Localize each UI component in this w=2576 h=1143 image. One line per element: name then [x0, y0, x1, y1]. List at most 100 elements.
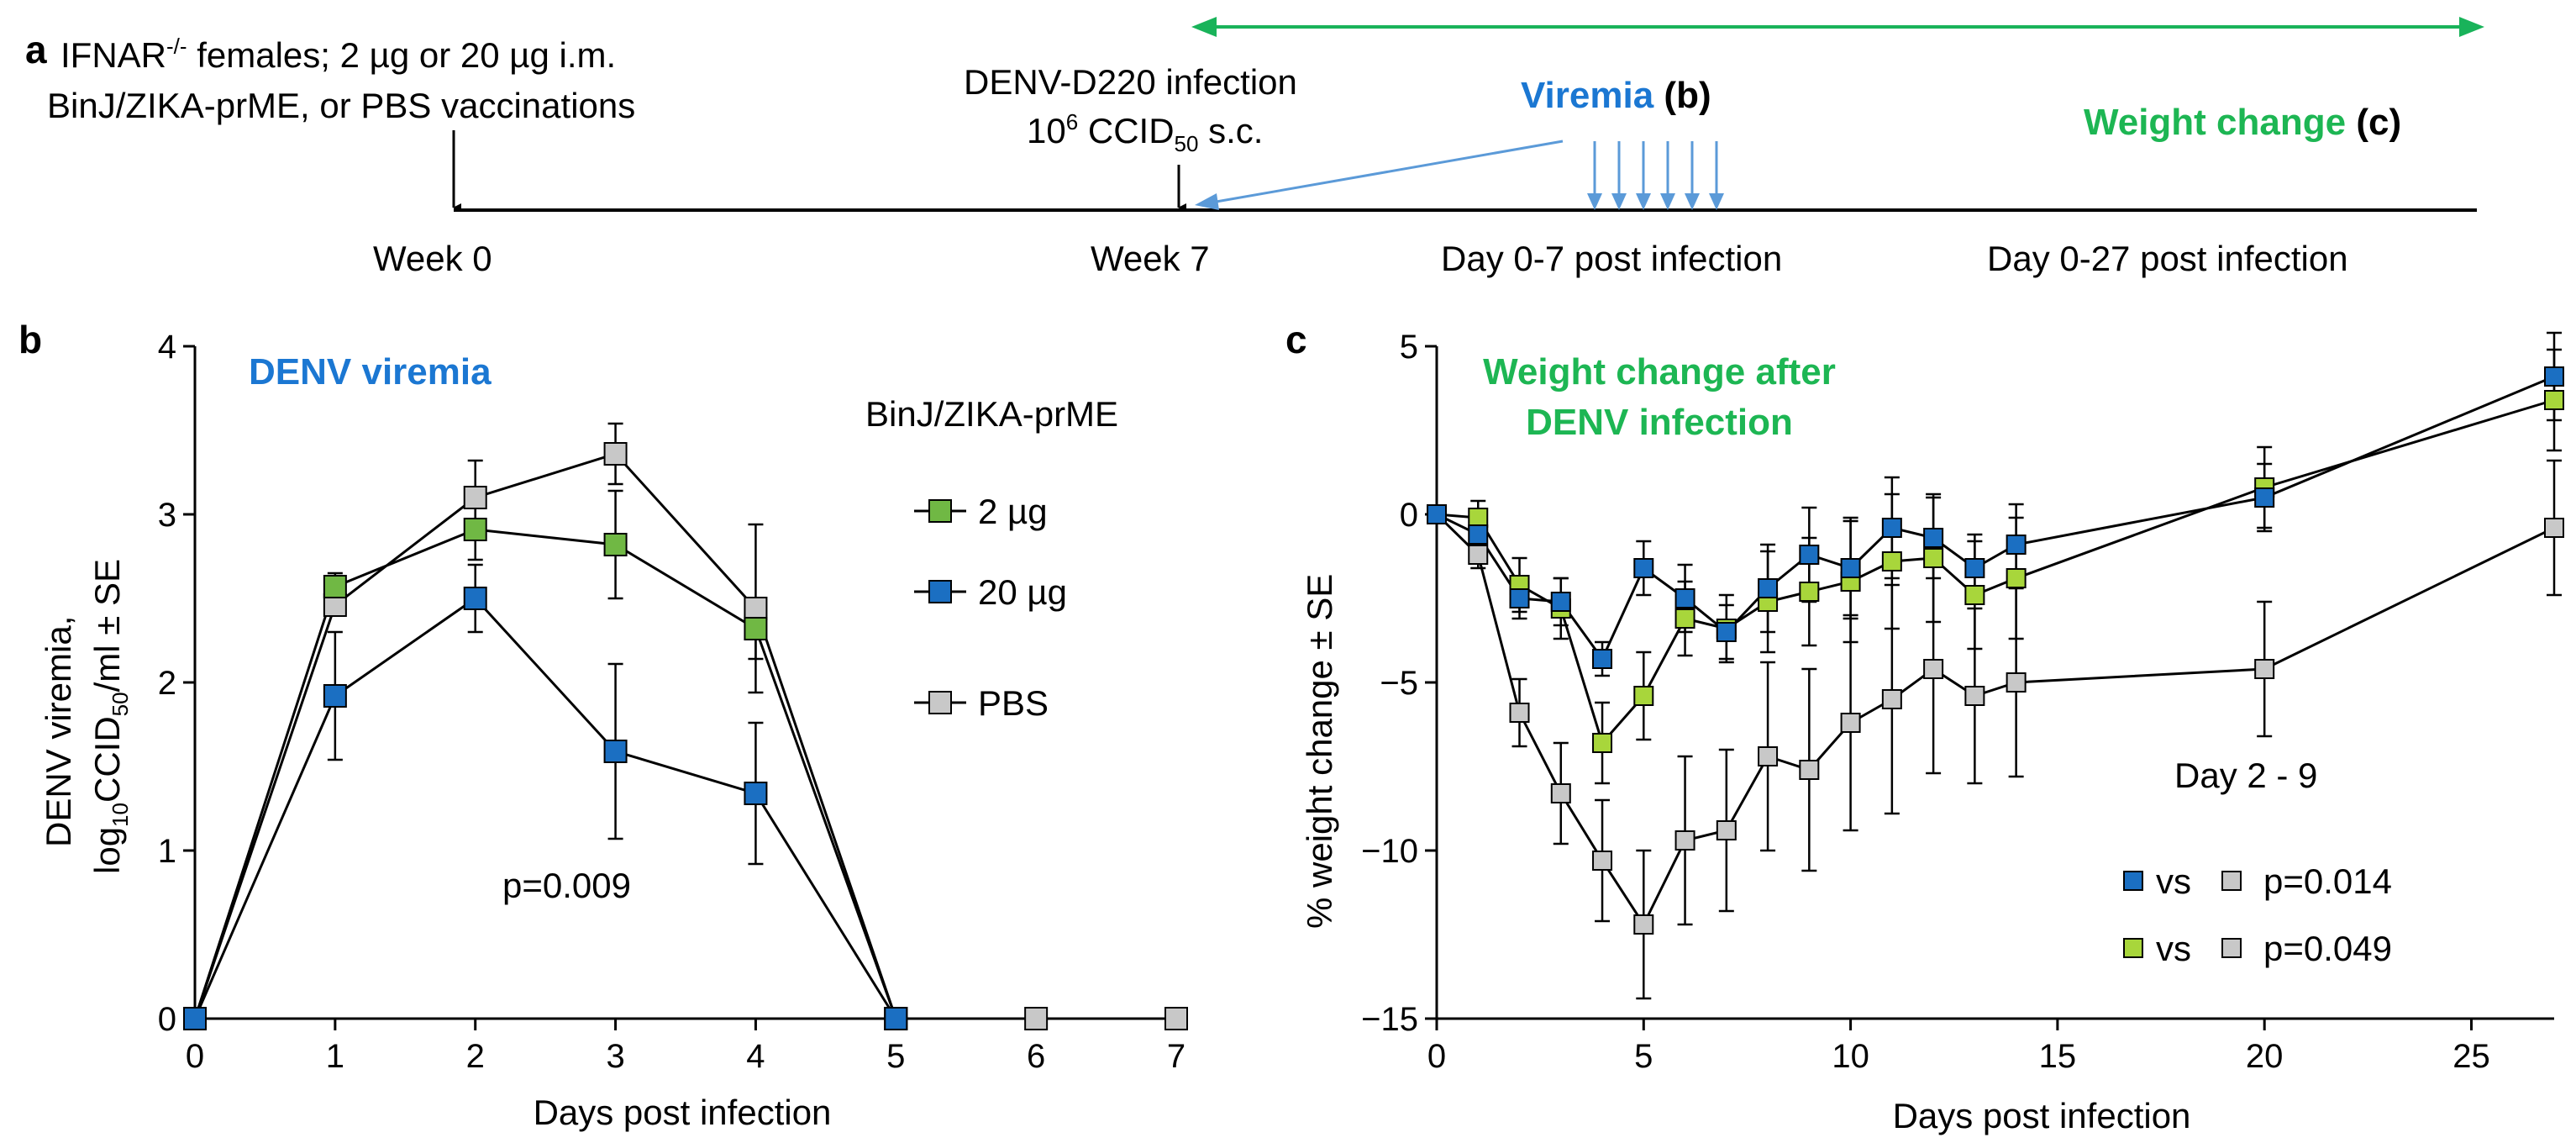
- viremia-label: Viremia: [1521, 75, 1654, 116]
- data-point: [323, 684, 347, 708]
- weight-chart: c Weight change after DENV infection % w…: [1285, 318, 2564, 1135]
- data-point: [1024, 1007, 1049, 1030]
- panel-letter-a: a: [25, 28, 47, 71]
- data-point: [1840, 558, 1861, 578]
- series-line: [193, 597, 897, 1019]
- data-point: [183, 1007, 207, 1030]
- data-point: [2254, 487, 2275, 508]
- data-point: [1923, 528, 1944, 548]
- x-tick-label: 0: [186, 1038, 204, 1075]
- ylabel-sub10: 10: [108, 803, 133, 827]
- viremia-day-arrow-head: [1660, 193, 1675, 210]
- series-line: [193, 452, 1176, 1020]
- data-point: [1468, 508, 1489, 528]
- infection-sc: s.c.: [1198, 111, 1263, 150]
- data-point: [1923, 548, 1944, 568]
- data-point: [2006, 672, 2027, 693]
- data-point: [1881, 551, 1902, 572]
- infection-sub: 50: [1175, 131, 1199, 156]
- x-tick-label: 20: [2246, 1038, 2284, 1075]
- weight-xlabel: Days post infection: [1893, 1096, 2191, 1135]
- viremia-day-arrow-head: [1587, 193, 1602, 210]
- data-point: [1550, 592, 1571, 612]
- panel-letter-b: b: [18, 318, 42, 361]
- x-tick-label: 6: [1027, 1038, 1045, 1075]
- viremia-legend: 2 µg 20 µg PBS: [914, 492, 1067, 723]
- x-tick-label: 0: [1427, 1038, 1446, 1075]
- data-point: [1964, 585, 1985, 605]
- weight-legend: vs p=0.014 vs p=0.049: [2123, 861, 2392, 968]
- data-point: [463, 518, 487, 541]
- x-tick-label: 15: [2039, 1038, 2077, 1075]
- viremia-day-arrow-head: [1685, 193, 1700, 210]
- x-tick-label: 3: [606, 1038, 624, 1075]
- weight-heading: Weight change (c): [2084, 102, 2401, 143]
- data-point: [744, 597, 768, 620]
- data-point: [1468, 545, 1489, 565]
- label-week7: Week 7: [1091, 239, 1210, 278]
- vaccination-rest: females; 2 µg or 20 µg i.m.: [187, 35, 617, 75]
- data-point: [744, 782, 768, 805]
- legend-swatch: [2123, 938, 2143, 958]
- data-point: [1881, 689, 1902, 709]
- data-point: [1758, 578, 1779, 598]
- infection-ten: 10: [1027, 111, 1066, 150]
- legend-swatch: [928, 499, 952, 523]
- data-point: [744, 617, 768, 640]
- viremia-day-arrow-head: [1709, 193, 1724, 210]
- data-point: [1468, 524, 1489, 545]
- legend-vs: vs: [2156, 929, 2191, 968]
- legend-swatch: [2123, 871, 2143, 891]
- y-tick-label: 1: [158, 833, 176, 870]
- infection-text-line2: 106 CCID50 s.c.: [1027, 109, 1263, 156]
- data-point: [1633, 914, 1654, 935]
- x-tick-label: 7: [1167, 1038, 1185, 1075]
- viremia-heading: Viremia (b): [1521, 75, 1711, 116]
- data-point: [2006, 568, 2027, 588]
- data-point: [1840, 713, 1861, 733]
- data-point: [1799, 760, 1820, 780]
- x-tick-label: 10: [1832, 1038, 1869, 1075]
- x-tick-label: 4: [746, 1038, 765, 1075]
- data-point: [1550, 783, 1571, 803]
- data-point: [1674, 608, 1695, 629]
- y-tick-label: −5: [1380, 665, 1418, 702]
- legend-swatch: [928, 580, 952, 603]
- ylabel-ccid: CCID: [87, 716, 127, 803]
- weight-label: Weight change: [2084, 102, 2346, 143]
- panel-letter-c: c: [1285, 318, 1307, 361]
- vaccination-text-line1: IFNAR-/- females; 2 µg or 20 µg i.m.: [60, 34, 616, 75]
- viremia-chart: b DENV viremia DENV viremia, log10CCID50…: [18, 318, 1188, 1132]
- data-point: [1758, 746, 1779, 766]
- viremia-ylabel-line2: log10CCID50/ml ± SE: [87, 559, 133, 874]
- legend-label: 20 µg: [978, 572, 1067, 612]
- y-tick-label: 2: [158, 665, 176, 702]
- data-point: [1164, 1007, 1188, 1030]
- ylabel-rest: /ml ± SE: [87, 559, 127, 692]
- weight-legend-title: Day 2 - 9: [2174, 756, 2317, 795]
- ylabel-log: log: [87, 827, 127, 874]
- y-tick-label: −10: [1361, 833, 1418, 870]
- data-point: [603, 533, 628, 556]
- weight-chart-title-line1: Weight change after: [1483, 351, 1836, 392]
- y-tick-label: 4: [158, 329, 176, 366]
- legend-label: 2 µg: [978, 492, 1048, 531]
- legend-vs: vs: [2156, 861, 2191, 901]
- label-week0: Week 0: [373, 239, 492, 278]
- infection-text-line1: DENV-D220 infection: [964, 62, 1297, 102]
- infection-exp: 6: [1066, 109, 1078, 134]
- vaccination-ifnar: IFNAR: [60, 35, 166, 75]
- legend-swatch: [2221, 871, 2242, 891]
- x-tick-label: 5: [886, 1038, 905, 1075]
- legend-label: PBS: [978, 683, 1049, 723]
- x-tick-label: 25: [2452, 1038, 2490, 1075]
- x-tick-label: 1: [326, 1038, 344, 1075]
- vaccination-text-line2: BinJ/ZIKA-prME, or PBS vaccinations: [47, 86, 635, 125]
- viremia-arrows: [1195, 140, 1724, 210]
- data-point: [1592, 649, 1613, 669]
- series-line: [1436, 398, 2555, 746]
- data-point: [1799, 582, 1820, 602]
- data-point: [603, 740, 628, 763]
- label-day07: Day 0-7 post infection: [1441, 239, 1782, 278]
- data-point: [1964, 686, 1985, 706]
